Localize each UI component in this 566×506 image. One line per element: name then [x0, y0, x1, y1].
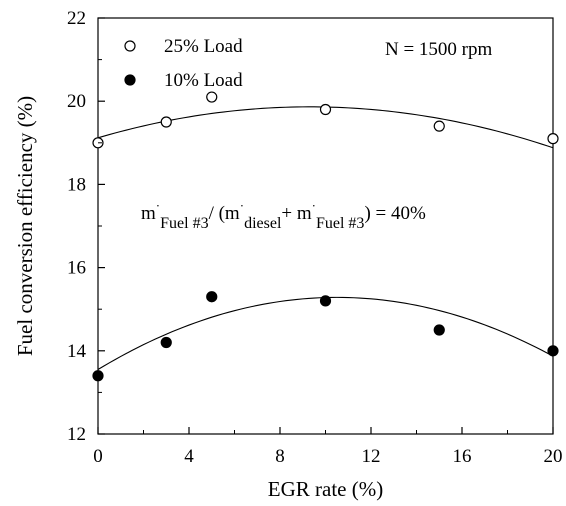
- y-tick-label: 22: [67, 8, 86, 29]
- axis-ticks: 0 4 8 12 16 20 12 14 16 18 20 22: [67, 8, 563, 467]
- data-point-series-1: [433, 324, 445, 336]
- ratio-plus: + m: [281, 203, 311, 224]
- ratio-sub3: Fuel #3: [316, 215, 364, 232]
- x-tick-label: 4: [184, 446, 194, 467]
- legend-marker-25-load: [124, 40, 136, 52]
- data-point-series-1: [206, 291, 218, 303]
- ratio-m1: m: [141, 203, 156, 224]
- y-axis-label: Fuel conversion efficiency (%): [13, 96, 37, 356]
- data-point-series-0: [206, 91, 218, 103]
- legend-entry-25-load: 25% Load: [164, 36, 243, 57]
- ratio-dot1: ·: [156, 198, 160, 213]
- y-tick-label: 18: [67, 174, 86, 195]
- data-point-series-1: [547, 345, 559, 357]
- x-tick-label: 20: [544, 446, 563, 467]
- data-point-series-1: [160, 336, 172, 349]
- x-tick-label: 16: [453, 446, 472, 467]
- legend-entry-10-load: 10% Load: [164, 70, 243, 91]
- data-point-series-0: [433, 120, 445, 132]
- ratio-sub2: diesel: [244, 215, 282, 232]
- y-tick-label: 20: [67, 91, 86, 112]
- data-point-series-0: [160, 116, 172, 128]
- ratio-sub1: Fuel #3: [160, 215, 208, 232]
- x-tick-label: 0: [93, 446, 103, 467]
- ratio-end: ) = 40%: [364, 203, 426, 224]
- fuel-ratio-annotation: m·Fuel #3/ (m·diesel+ m·Fuel #3) = 40%: [141, 198, 426, 232]
- data-points: [92, 91, 559, 382]
- speed-annotation: N = 1500 rpm: [385, 39, 493, 60]
- ratio-dot2: ·: [240, 198, 244, 213]
- x-tick-label: 12: [362, 446, 381, 467]
- fit-curves: [97, 106, 554, 370]
- y-tick-label: 12: [67, 424, 86, 445]
- legend: 25% Load 10% Load: [124, 36, 243, 91]
- ratio-mid: / (m: [209, 203, 240, 224]
- data-point-series-0: [547, 133, 559, 145]
- x-axis-label: EGR rate (%): [268, 477, 383, 501]
- legend-marker-10-load: [124, 74, 136, 86]
- fit-curve-series-1: [97, 296, 554, 370]
- y-tick-label: 16: [67, 258, 86, 279]
- y-tick-label: 14: [67, 341, 87, 362]
- ratio-dot3: ·: [312, 198, 316, 213]
- data-point-series-1: [92, 370, 104, 382]
- data-point-series-1: [319, 295, 332, 307]
- x-tick-label: 8: [275, 446, 285, 467]
- data-point-series-0: [319, 103, 332, 116]
